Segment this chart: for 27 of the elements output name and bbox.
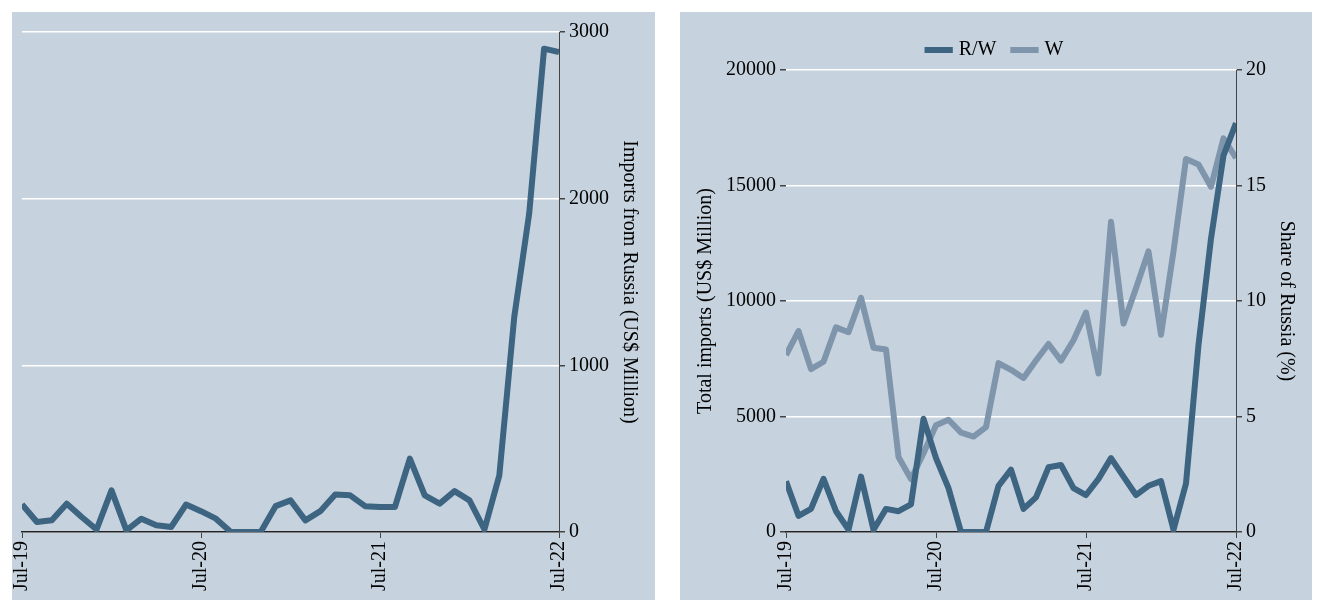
- x-tick-label: Jul-21: [367, 541, 390, 591]
- y-tick-label: 2000: [569, 185, 609, 208]
- y2-tick-label: 10: [1246, 288, 1266, 311]
- legend-label: R/W: [958, 37, 997, 60]
- y-axis-title: Total imports (US$ Million): [693, 188, 717, 414]
- y2-tick-label: 20: [1246, 57, 1266, 80]
- y-tick-label: 15000: [726, 172, 776, 195]
- x-tick-label: Jul-22: [1223, 541, 1246, 591]
- y-tick-label: 5000: [736, 403, 776, 426]
- x-tick-label: Jul-19: [773, 541, 796, 591]
- y2-axis-title: Share of Russia (%): [1275, 220, 1299, 382]
- y-tick-label: 3000: [569, 19, 609, 42]
- x-tick-label: Jul-22: [546, 541, 569, 591]
- y-axis-title: Imports from Russia (US$ Million): [618, 140, 642, 424]
- x-tick-label: Jul-21: [1073, 541, 1096, 591]
- y2-tick-label: 5: [1246, 403, 1256, 426]
- x-tick-label: Jul-20: [188, 541, 211, 591]
- y-tick-label: 0: [766, 519, 776, 542]
- legend-label: W: [1044, 37, 1064, 60]
- y2-tick-label: 0: [1246, 519, 1256, 542]
- y-tick-label: 1000: [569, 352, 609, 375]
- y-tick-label: 20000: [726, 57, 776, 80]
- y-tick-label: 0: [569, 519, 579, 542]
- x-tick-label: Jul-20: [923, 541, 946, 591]
- x-tick-label: Jul-19: [9, 541, 32, 591]
- y2-tick-label: 15: [1246, 172, 1266, 195]
- y-tick-label: 10000: [726, 288, 776, 311]
